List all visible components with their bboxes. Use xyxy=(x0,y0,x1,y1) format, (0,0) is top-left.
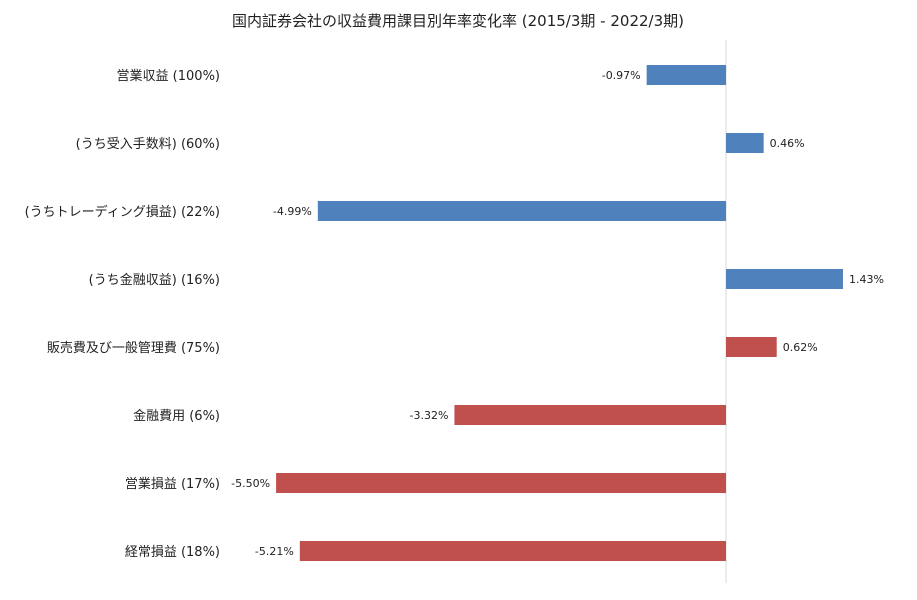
data-label: 1.43% xyxy=(849,273,884,286)
labels-layer: 営業収益 (100%) -0.97% (うち受入手数料) (60%) 0.46% (うち… xyxy=(25,68,884,560)
bar xyxy=(726,269,843,289)
data-label: 0.46% xyxy=(770,137,805,150)
category-label: 販売費及び一般管理費 (75%) xyxy=(47,340,220,356)
bar xyxy=(276,473,726,493)
bar xyxy=(299,541,726,561)
bars-layer xyxy=(276,65,843,561)
data-label: -0.97% xyxy=(602,69,641,82)
data-label: -5.21% xyxy=(255,545,294,558)
category-label: (うち金融収益) (16%) xyxy=(89,272,220,288)
bar xyxy=(726,133,764,153)
bar xyxy=(646,65,726,85)
bar xyxy=(317,201,726,221)
category-label: 営業収益 (100%) xyxy=(117,68,220,84)
data-label: -4.99% xyxy=(273,205,312,218)
bar xyxy=(726,337,777,357)
bar xyxy=(454,405,726,425)
data-label: -3.32% xyxy=(410,409,449,422)
category-label: 金融費用 (6%) xyxy=(133,408,220,424)
category-label: 営業損益 (17%) xyxy=(125,476,220,492)
data-label: -5.50% xyxy=(231,477,270,490)
category-label: 経常損益 (18%) xyxy=(125,545,220,560)
category-label: (うち受入手数料) (60%) xyxy=(76,137,220,152)
category-label: (うちトレーディング損益) (22%) xyxy=(25,204,220,220)
chart-title: 国内証券会社の収益費用課目別年率変化率 (2015/3期 - 2022/3期) xyxy=(232,12,684,30)
data-label: 0.62% xyxy=(783,341,818,354)
